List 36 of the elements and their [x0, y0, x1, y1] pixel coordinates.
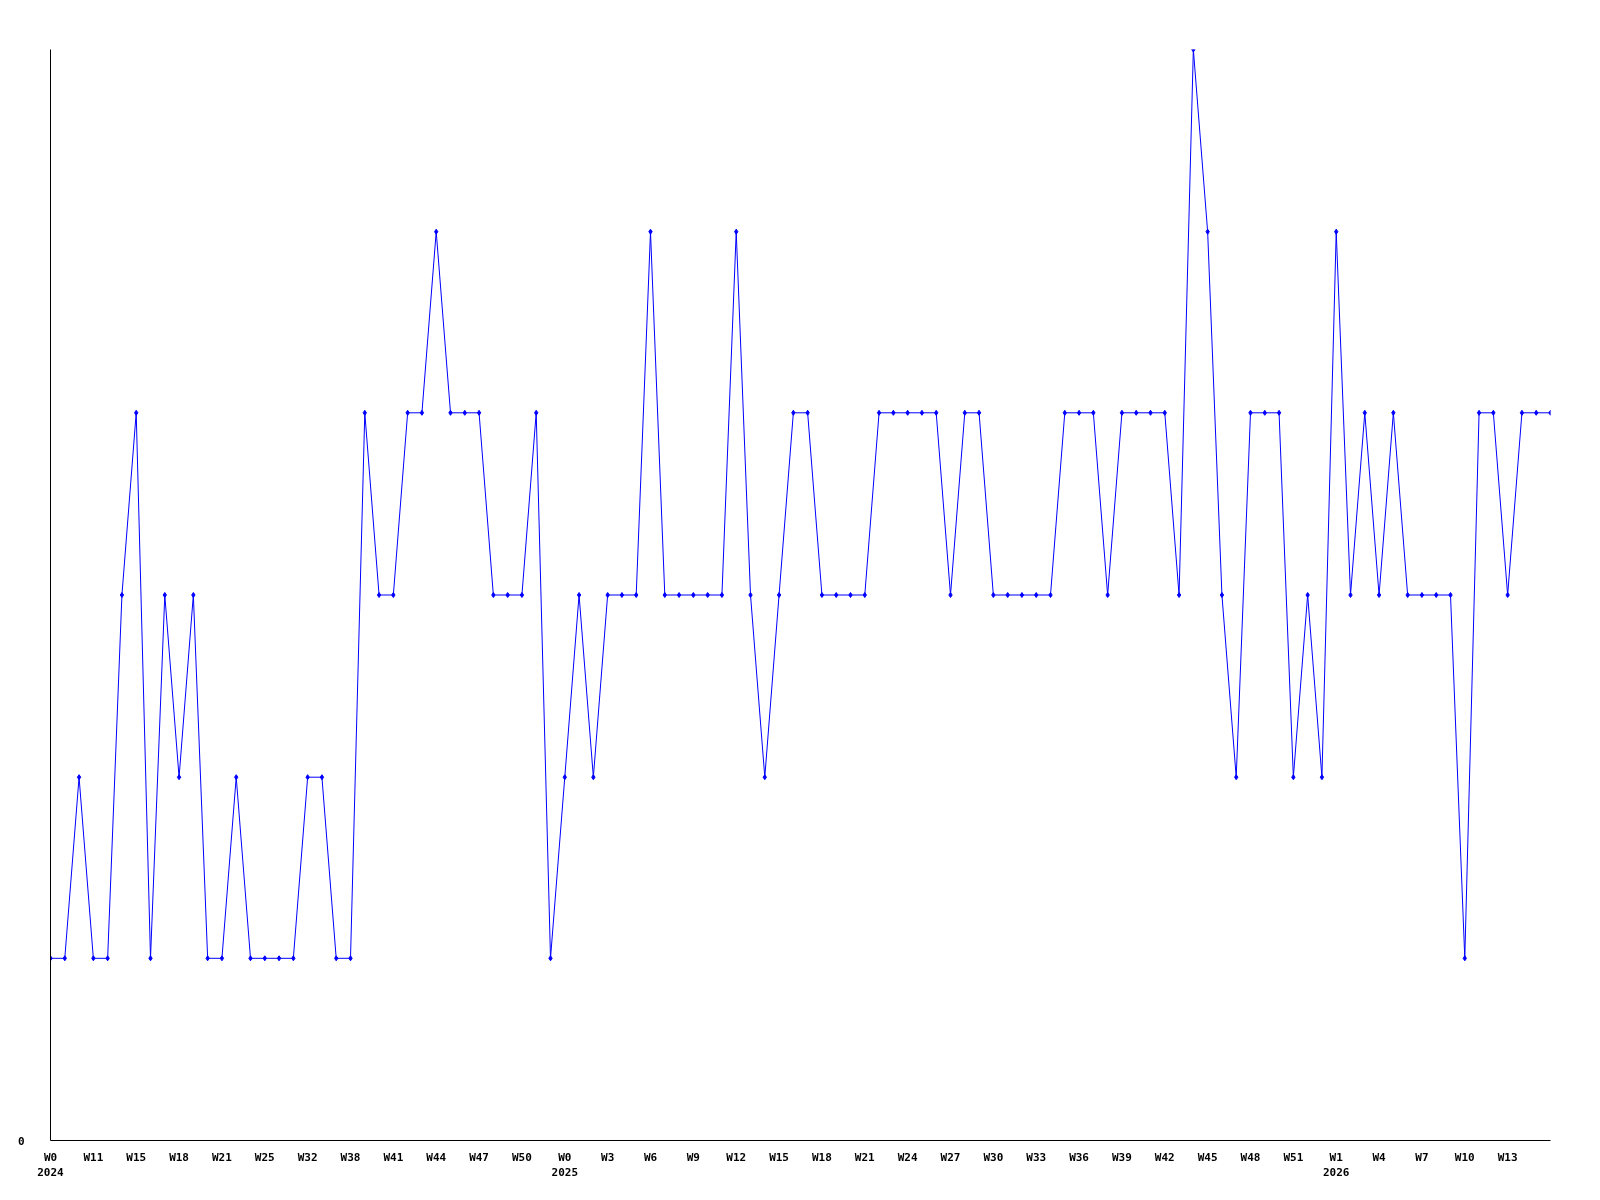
x-tick-label: W18 [811, 1150, 832, 1164]
x-tick-label: W0 2024 [37, 1150, 65, 1180]
x-tick-label: W51 [1283, 1150, 1304, 1164]
x-tick-label: W27 [940, 1150, 961, 1164]
x-tick-label: W21 [211, 1150, 233, 1164]
x-tick-label: W15 [769, 1150, 790, 1164]
x-tick-label: W9 [686, 1150, 700, 1164]
x-tick-label: W42 [1154, 1150, 1175, 1164]
x-tick-label: W47 [469, 1150, 490, 1164]
x-tick-label: W7 [1415, 1150, 1429, 1164]
x-tick-label: W32 [297, 1150, 318, 1164]
x-tick-label: W18 [169, 1150, 190, 1164]
x-tick-label: W11 [83, 1150, 104, 1164]
x-tick-label: W50 [511, 1150, 532, 1164]
x-tick-label: W13 [1497, 1150, 1518, 1164]
x-tick-label: W48 [1240, 1150, 1261, 1164]
x-tick-label: W21 [854, 1150, 876, 1164]
x-tick-label: W15 [126, 1150, 147, 1164]
x-tick-label: W24 [897, 1150, 918, 1164]
x-tick-label: W30 [983, 1150, 1004, 1164]
x-tick-label: W1 2026 [1322, 1150, 1350, 1180]
x-tick-label: W36 [1069, 1150, 1090, 1164]
text: 0 [17, 1134, 25, 1148]
x-tick-label: W44 [426, 1150, 447, 1164]
x-tick-label: W45 [1197, 1150, 1218, 1164]
x-tick-label: W4 [1372, 1150, 1387, 1164]
x-tick-label: W3 [601, 1150, 615, 1164]
x-tick-label: W0 2025 [551, 1150, 579, 1180]
x-tick-label: W41 [383, 1150, 404, 1164]
x-tick-label: W38 [340, 1150, 361, 1164]
x-tick-label: W25 [254, 1150, 275, 1164]
x-tick-label: W12 [726, 1150, 747, 1164]
x-tick-label: W39 [1111, 1150, 1132, 1164]
x-tick-label: W33 [1026, 1150, 1047, 1164]
x-tick-label: W10 [1454, 1150, 1475, 1164]
x-tick-label: W6 [643, 1150, 658, 1164]
